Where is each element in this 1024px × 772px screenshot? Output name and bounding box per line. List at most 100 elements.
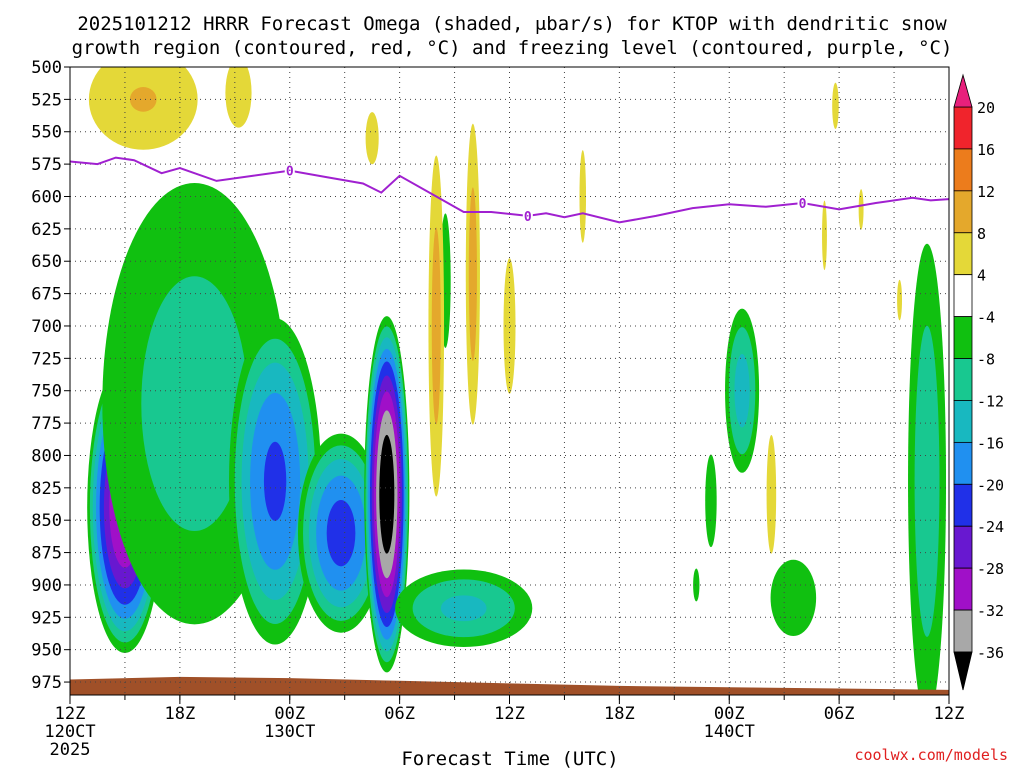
y-tick-label: 850 <box>31 511 62 531</box>
y-tick-label: 950 <box>31 641 62 661</box>
omega-cell-7 <box>734 354 750 428</box>
credit-text: coolwx.com/models <box>854 746 1008 764</box>
x-axis-label: Forecast Time (UTC) <box>401 748 618 768</box>
freezing-level-label-bg <box>522 209 533 222</box>
freezing-level-label: 0 <box>799 197 807 212</box>
time-axis: 12Z 18Z 00Z 06Z 12Z 18Z 00Z 06Z 12Z120CT2025130C… <box>44 695 964 760</box>
y-tick-label: 900 <box>31 576 62 596</box>
omega-cell-17 <box>503 258 516 394</box>
colorbar-bin <box>953 567 973 611</box>
colorbar-tick-label: 16 <box>977 141 995 159</box>
colorbar-tick-label: -12 <box>977 392 1004 410</box>
omega-cell-1 <box>141 276 248 532</box>
omega-cell-16 <box>468 187 477 362</box>
x-tick-label: 18Z <box>165 704 196 724</box>
x-tick-label: 06Z <box>824 704 855 724</box>
colorbar-tick-label: 20 <box>977 99 995 117</box>
colorbar-bin <box>953 400 973 443</box>
colorbar-bin <box>953 609 973 653</box>
x-date-label: 140CT <box>704 722 755 742</box>
y-tick-label: 500 <box>31 58 62 78</box>
colorbar-bin <box>953 274 973 318</box>
freezing-level-label-bg <box>284 164 295 177</box>
colorbar: 20 16 12 8 4 -4 -8 -12 -16 -20 -24 -28 -32 -36 <box>953 73 1004 691</box>
colorbar-top-arrow <box>953 73 973 108</box>
x-tick-label: 00Z <box>714 704 745 724</box>
y-tick-label: 625 <box>31 220 62 240</box>
freezing-level-layer: 0 0 0 <box>70 156 949 225</box>
colorbar-tick-label: -28 <box>977 560 1004 578</box>
omega-cell-18 <box>579 150 587 243</box>
y-tick-label: 700 <box>31 317 62 337</box>
omega-cell-23 <box>897 279 903 321</box>
omega-cell-12 <box>129 87 157 112</box>
colorbar-tick-label: 4 <box>977 267 986 285</box>
y-tick-label: 775 <box>31 414 62 434</box>
ground-layer <box>70 676 949 695</box>
chart-title-line2: growth region (contoured, red, °C) and f… <box>72 37 953 59</box>
omega-cell-20 <box>832 82 839 130</box>
colorbar-bin <box>953 525 973 569</box>
omega-cell-19 <box>822 200 827 271</box>
omega-cell-15 <box>431 227 441 425</box>
omega-cell-2 <box>263 441 287 521</box>
y-tick-label: 750 <box>31 382 62 402</box>
omega-cell-14 <box>365 112 379 165</box>
colorbar-tick-label: 8 <box>977 225 986 243</box>
omega-cell-3 <box>326 499 356 567</box>
colorbar-tick-label: -20 <box>977 476 1004 494</box>
colorbar-bin <box>953 483 973 527</box>
pressure-axis: 500 525 550 575 600 625 650 675 700 725 750 775 800 8… <box>31 58 70 693</box>
x-tick-label: 06Z <box>384 704 415 724</box>
ground-surface <box>70 676 949 695</box>
omega-cell-11 <box>705 454 717 548</box>
y-tick-label: 600 <box>31 187 62 207</box>
y-tick-label: 650 <box>31 252 62 272</box>
x-date-label: 2025 <box>50 740 91 760</box>
x-date-label: 130CT <box>264 722 315 742</box>
omega-cell-8 <box>770 559 817 637</box>
freezing-level-label-bg <box>797 196 808 209</box>
y-tick-label: 825 <box>31 479 62 499</box>
x-tick-label: 12Z <box>934 704 965 724</box>
colorbar-bottom-arrow <box>953 651 973 691</box>
y-tick-label: 925 <box>31 608 62 628</box>
colorbar-tick-label: -24 <box>977 518 1004 536</box>
colorbar-tick-label: -32 <box>977 602 1004 620</box>
omega-cell-21 <box>766 434 777 554</box>
colorbar-bin <box>953 441 973 485</box>
y-tick-label: 875 <box>31 544 62 564</box>
y-tick-label: 675 <box>31 285 62 305</box>
colorbar-bin <box>953 190 973 234</box>
colorbar-bin <box>953 316 973 359</box>
y-tick-label: 550 <box>31 123 62 143</box>
omega-cell-22 <box>858 189 864 230</box>
colorbar-tick-label: -36 <box>977 644 1004 662</box>
freezing-level-label: 0 <box>286 165 294 180</box>
colorbar-tick-label: -16 <box>977 434 1004 452</box>
colorbar-bin <box>953 232 973 276</box>
y-tick-label: 975 <box>31 673 62 693</box>
y-tick-label: 575 <box>31 155 62 175</box>
x-tick-label: 12Z <box>494 704 525 724</box>
omega-cell-4 <box>382 461 391 527</box>
x-tick-label: 00Z <box>274 704 305 724</box>
x-date-label: 120CT <box>44 722 95 742</box>
colorbar-tick-label: -4 <box>977 309 995 327</box>
omega-cell-5 <box>440 595 487 622</box>
y-tick-label: 725 <box>31 349 62 369</box>
freezing-level-label: 0 <box>524 210 532 225</box>
colorbar-bin <box>953 358 973 401</box>
chart-title-line1: 2025101212 HRRR Forecast Omega (shaded, … <box>77 13 947 35</box>
omega-cell-9 <box>914 325 940 637</box>
omega-cell-13 <box>225 67 252 128</box>
colorbar-tick-label: -8 <box>977 351 995 369</box>
y-tick-label: 525 <box>31 90 62 110</box>
y-tick-label: 800 <box>31 446 62 466</box>
colorbar-bin <box>953 106 973 150</box>
omega-cell-10 <box>693 568 700 602</box>
colorbar-bin <box>953 148 973 192</box>
colorbar-tick-label: 12 <box>977 183 995 201</box>
